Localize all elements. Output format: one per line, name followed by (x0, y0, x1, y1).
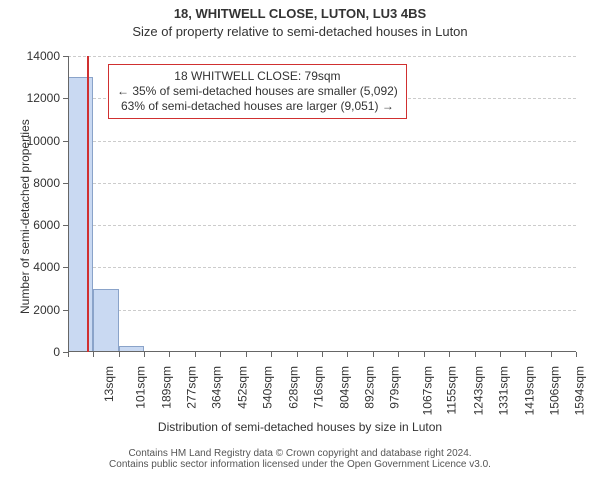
ytick-mark (63, 56, 68, 57)
ytick-label: 6000 (18, 218, 60, 232)
xtick-mark (525, 352, 526, 357)
xtick-mark (373, 352, 374, 357)
ytick-mark (63, 267, 68, 268)
ytick-mark (63, 98, 68, 99)
y-axis-line (68, 56, 69, 352)
gridline (68, 267, 576, 268)
chart-title: 18, WHITWELL CLOSE, LUTON, LU3 4BS (0, 6, 600, 21)
xtick-mark (576, 352, 577, 357)
y-axis-label: Number of semi-detached properties (18, 119, 32, 314)
xtick-label: 540sqm (261, 366, 275, 409)
xtick-mark (119, 352, 120, 357)
xtick-mark (271, 352, 272, 357)
xtick-label: 364sqm (210, 366, 224, 409)
xtick-mark (93, 352, 94, 357)
xtick-mark (322, 352, 323, 357)
xtick-label: 1594sqm (572, 366, 586, 415)
xtick-mark (68, 352, 69, 357)
xtick-label: 1067sqm (420, 366, 434, 415)
ytick-label: 0 (18, 345, 60, 359)
ytick-label: 8000 (18, 176, 60, 190)
xtick-mark (500, 352, 501, 357)
property-marker-line (87, 56, 89, 352)
histogram-bar (68, 77, 93, 352)
ytick-mark (63, 310, 68, 311)
gridline (68, 56, 576, 57)
xtick-label: 189sqm (160, 366, 174, 409)
plot-area: 18 WHITWELL CLOSE: 79sqm← 35% of semi-de… (68, 56, 576, 352)
ytick-mark (63, 183, 68, 184)
chart-subtitle: Size of property relative to semi-detach… (0, 24, 600, 39)
xtick-mark (144, 352, 145, 357)
xtick-mark (220, 352, 221, 357)
gridline (68, 141, 576, 142)
xtick-label: 1331sqm (496, 366, 510, 415)
ytick-label: 12000 (18, 91, 60, 105)
xtick-mark (195, 352, 196, 357)
annotation-line: 63% of semi-detached houses are larger (… (117, 99, 398, 114)
xtick-label: 277sqm (185, 366, 199, 409)
xtick-mark (347, 352, 348, 357)
xtick-mark (449, 352, 450, 357)
xtick-label: 1155sqm (445, 366, 459, 414)
attribution-text: Contains HM Land Registry data © Crown c… (0, 448, 600, 470)
ytick-label: 2000 (18, 303, 60, 317)
xtick-mark (297, 352, 298, 357)
xtick-label: 716sqm (312, 366, 326, 409)
xtick-label: 628sqm (287, 366, 301, 409)
histogram-bar (93, 289, 118, 352)
ytick-label: 10000 (18, 134, 60, 148)
xtick-mark (551, 352, 552, 357)
ytick-label: 14000 (18, 49, 60, 63)
xtick-label: 804sqm (337, 366, 351, 409)
xtick-label: 1243sqm (471, 366, 485, 415)
ytick-mark (63, 225, 68, 226)
annotation-line: ← 35% of semi-detached houses are smalle… (117, 84, 398, 99)
xtick-label: 13sqm (102, 366, 116, 402)
gridline (68, 225, 576, 226)
xtick-mark (475, 352, 476, 357)
xtick-label: 1419sqm (522, 366, 536, 415)
chart-container: { "layout": { "width": 600, "height": 50… (0, 0, 600, 500)
xtick-label: 1506sqm (547, 366, 561, 415)
xtick-label: 892sqm (363, 366, 377, 409)
xtick-label: 979sqm (388, 366, 402, 409)
xtick-mark (169, 352, 170, 357)
gridline (68, 183, 576, 184)
annotation-box: 18 WHITWELL CLOSE: 79sqm← 35% of semi-de… (108, 64, 407, 119)
xtick-mark (424, 352, 425, 357)
annotation-line: 18 WHITWELL CLOSE: 79sqm (117, 69, 398, 84)
ytick-mark (63, 141, 68, 142)
xtick-mark (246, 352, 247, 357)
gridline (68, 310, 576, 311)
xtick-label: 101sqm (134, 366, 148, 409)
x-axis-label: Distribution of semi-detached houses by … (0, 420, 600, 434)
xtick-label: 452sqm (236, 366, 250, 409)
ytick-label: 4000 (18, 260, 60, 274)
xtick-mark (398, 352, 399, 357)
